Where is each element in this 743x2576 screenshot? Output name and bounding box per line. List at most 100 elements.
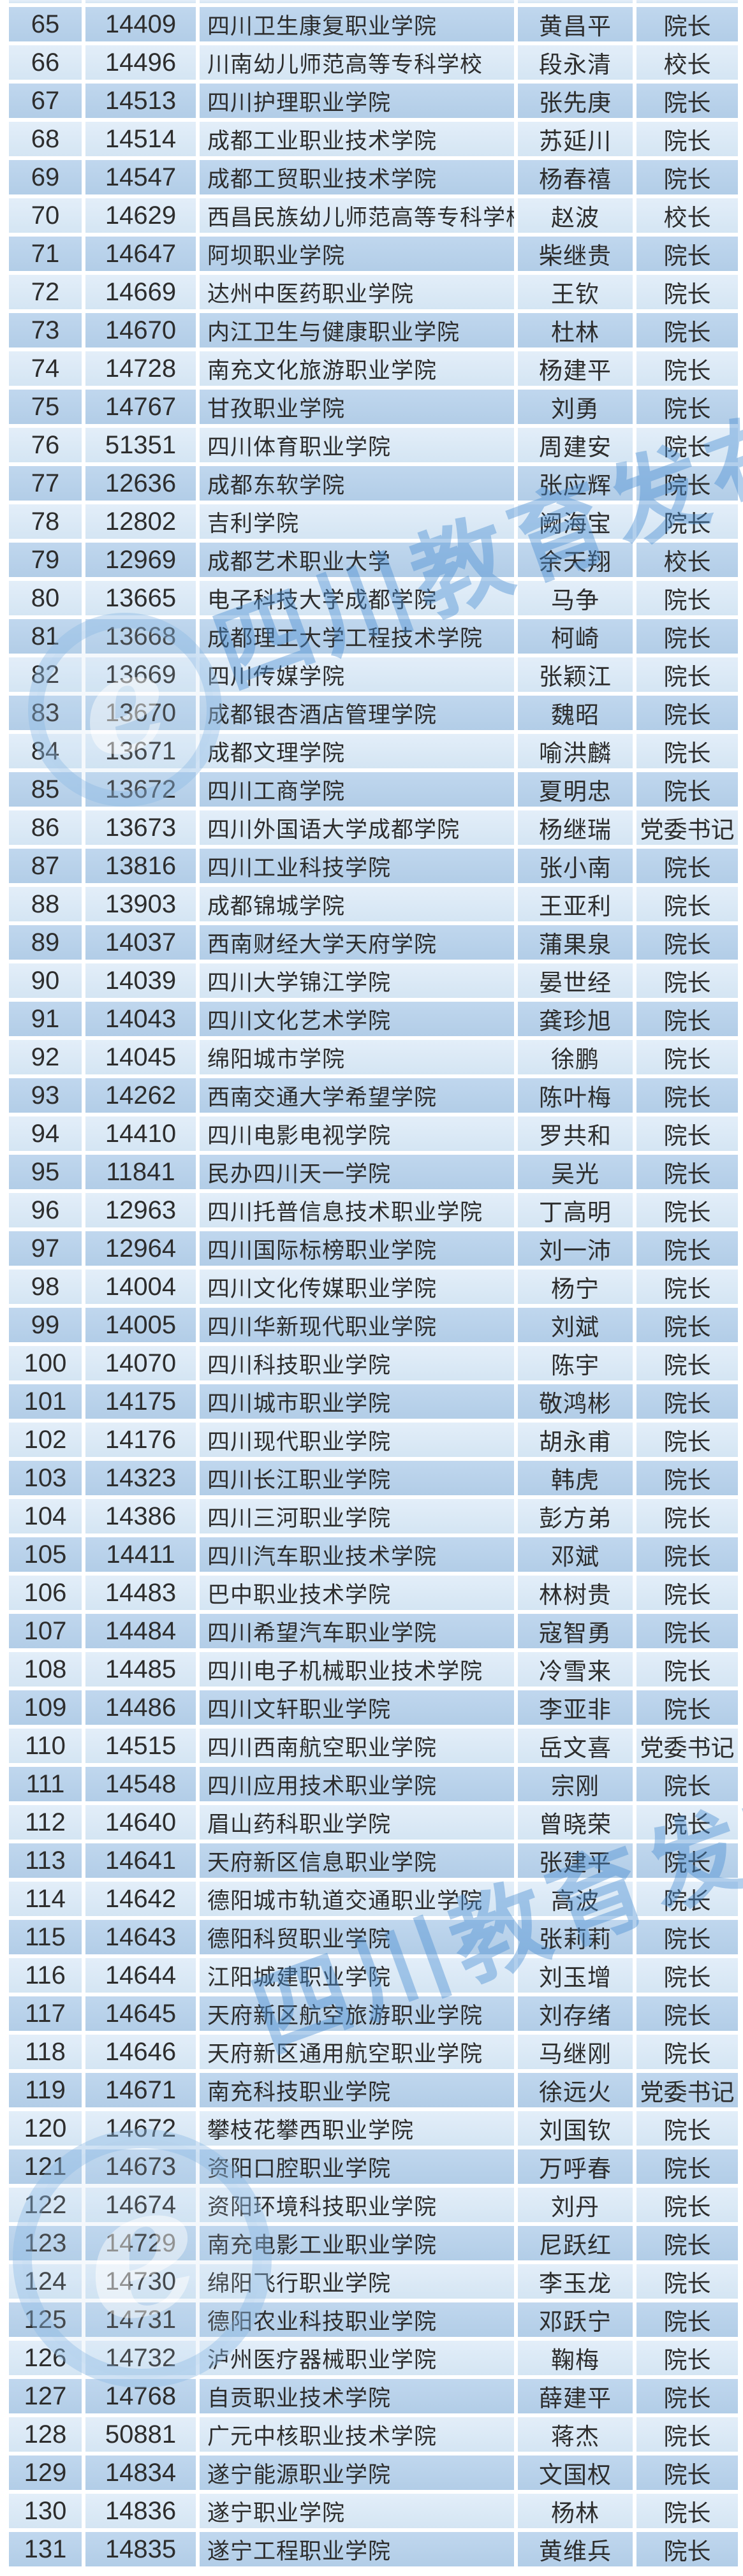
rank-cell: 94	[9, 1116, 82, 1151]
table-row: 74 14728 南充文化旅游职业学院 杨建平 院长	[9, 351, 743, 386]
school-name-cell: 四川华新现代职业学院	[200, 1308, 514, 1342]
position-title-cell: 院长	[636, 887, 738, 921]
school-name-cell: 四川托普信息技术职业学院	[200, 1193, 514, 1227]
rank-cell: 91	[9, 1002, 82, 1036]
school-code-cell: 14641	[85, 1843, 196, 1878]
person-name-cell: 杜林	[518, 313, 633, 348]
rank-cell: 71	[9, 237, 82, 271]
school-code-cell: 14175	[85, 1384, 196, 1419]
school-name-cell: 巴中职业技术学院	[200, 1576, 514, 1610]
school-name-cell: 绵阳飞行职业学院	[200, 2264, 514, 2299]
school-code-cell: 14673	[85, 2149, 196, 2184]
person-name-cell: 张莉莉	[518, 1920, 633, 1954]
table-row: 70 14629 西昌民族幼儿师范高等专科学校 赵波 校长	[9, 198, 743, 233]
rank-cell: 107	[9, 1614, 82, 1648]
school-code-cell: 14644	[85, 1958, 196, 1993]
person-name-cell: 马争	[518, 581, 633, 615]
partial-row-top	[9, 0, 743, 3]
school-code-cell: 13673	[85, 810, 196, 845]
school-name-cell: 四川长江职业学院	[200, 1461, 514, 1495]
person-name-cell: 王钦	[518, 275, 633, 309]
person-name-cell: 陈宇	[518, 1346, 633, 1380]
school-name-cell: 南充文化旅游职业学院	[200, 351, 514, 386]
position-title-cell: 院长	[636, 1308, 738, 1342]
person-name-cell: 徐鹏	[518, 1040, 633, 1074]
school-code-cell: 14176	[85, 1423, 196, 1457]
person-name-cell: 魏昭	[518, 696, 633, 730]
table-row: 96 12963 四川托普信息技术职业学院 丁高明 院长	[9, 1193, 743, 1227]
school-name-cell: 资阳环境科技职业学院	[200, 2188, 514, 2222]
school-code-cell: 14484	[85, 1614, 196, 1648]
person-name-cell: 岳文喜	[518, 1729, 633, 1763]
person-name-cell: 刘勇	[518, 390, 633, 424]
table-row: 131 14835 遂宁工程职业学院 黄维兵 院长	[9, 2532, 743, 2566]
school-code-cell: 14496	[85, 45, 196, 80]
rank-cell: 103	[9, 1461, 82, 1495]
table-row: 129 14834 遂宁能源职业学院 文国权 院长	[9, 2455, 743, 2490]
school-code-cell: 14768	[85, 2379, 196, 2413]
position-title-cell: 院长	[636, 1767, 738, 1801]
rank-cell: 86	[9, 810, 82, 845]
rank-cell: 109	[9, 1690, 82, 1725]
person-name-cell: 夏明忠	[518, 772, 633, 807]
school-name-cell: 四川三河职业学院	[200, 1499, 514, 1533]
rank-cell: 120	[9, 2111, 82, 2146]
position-title-cell: 院长	[636, 351, 738, 386]
rank-cell: 67	[9, 84, 82, 118]
person-name-cell: 柯崎	[518, 619, 633, 654]
table-row: 102 14176 四川现代职业学院 胡永甫 院长	[9, 1423, 743, 1457]
school-name-cell: 成都东软学院	[200, 466, 514, 501]
rank-cell: 127	[9, 2379, 82, 2413]
school-code-cell: 11841	[85, 1155, 196, 1189]
school-code-cell: 13903	[85, 887, 196, 921]
table-row: 114 14642 德阳城市轨道交通职业学院 高波 院长	[9, 1882, 743, 1916]
school-name-cell: 阿坝职业学院	[200, 237, 514, 271]
position-title-cell: 院长	[636, 1002, 738, 1036]
position-title-cell: 院长	[636, 1537, 738, 1572]
rank-cell: 81	[9, 619, 82, 654]
person-name-cell: 张应辉	[518, 466, 633, 501]
position-title-cell: 院长	[636, 2302, 738, 2337]
school-name-cell: 四川工业科技学院	[200, 849, 514, 883]
school-name-cell: 绵阳城市学院	[200, 1040, 514, 1074]
table-row: 127 14768 自贡职业技术学院 薛建平 院长	[9, 2379, 743, 2413]
rank-cell: 131	[9, 2532, 82, 2566]
table-row: 75 14767 甘孜职业学院 刘勇 院长	[9, 390, 743, 424]
school-code-cell: 13671	[85, 734, 196, 768]
table-row: 83 13670 成都银杏酒店管理学院 魏昭 院长	[9, 696, 743, 730]
school-code-cell: 14629	[85, 198, 196, 233]
table-row: 126 14732 泸州医疗器械职业学院 鞠梅 院长	[9, 2341, 743, 2375]
position-title-cell: 院长	[636, 1920, 738, 1954]
person-name-cell: 黄维兵	[518, 2532, 633, 2566]
rank-cell: 72	[9, 275, 82, 309]
rank-cell: 75	[9, 390, 82, 424]
position-title-cell: 校长	[636, 45, 738, 80]
school-code-cell: 14039	[85, 963, 196, 998]
school-name-cell: 资阳口腔职业学院	[200, 2149, 514, 2184]
table-row: 116 14644 江阳城建职业学院 刘玉增 院长	[9, 1958, 743, 1993]
rank-cell: 93	[9, 1078, 82, 1113]
position-title-cell: 院长	[636, 849, 738, 883]
school-name-cell: 四川城市职业学院	[200, 1384, 514, 1419]
position-title-cell: 院长	[636, 619, 738, 654]
school-name-cell: 民办四川天一学院	[200, 1155, 514, 1189]
table-row: 111 14548 四川应用技术职业学院 宗刚 院长	[9, 1767, 743, 1801]
school-name-cell: 成都艺术职业大学	[200, 543, 514, 577]
position-title-cell: 院长	[636, 466, 738, 501]
position-title-cell: 院长	[636, 2035, 738, 2069]
school-code-cell: 12636	[85, 466, 196, 501]
position-title-cell: 院长	[636, 2111, 738, 2146]
position-title-cell: 院长	[636, 2532, 738, 2566]
table-row: 87 13816 四川工业科技学院 张小南 院长	[9, 849, 743, 883]
position-title-cell: 院长	[636, 1231, 738, 1266]
position-title-cell: 党委书记	[636, 1729, 738, 1763]
rank-cell: 98	[9, 1270, 82, 1304]
rank-cell: 73	[9, 313, 82, 348]
position-title-cell: 党委书记	[636, 810, 738, 845]
table-row: 88 13903 成都锦城学院 王亚利 院长	[9, 887, 743, 921]
rank-cell: 77	[9, 466, 82, 501]
school-name-cell: 泸州医疗器械职业学院	[200, 2341, 514, 2375]
person-name-cell: 高波	[518, 1882, 633, 1916]
person-name-cell: 张颖江	[518, 657, 633, 692]
position-title-cell: 院长	[636, 1461, 738, 1495]
